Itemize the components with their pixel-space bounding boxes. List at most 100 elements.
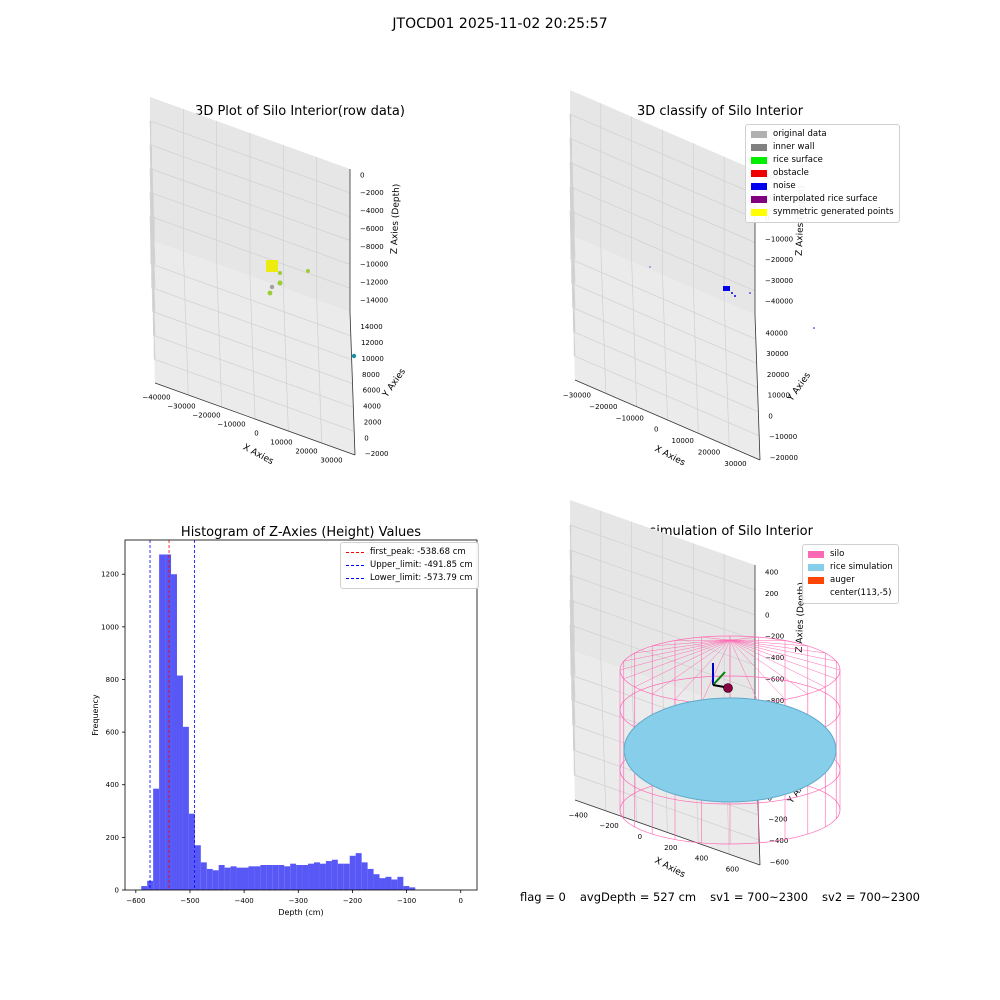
silo-roof-line (652, 639, 731, 695)
histogram-bar (349, 855, 356, 890)
simulation-legend-item: silo (808, 548, 893, 561)
x-tick-label: −400 (569, 811, 588, 819)
classify-legend-item: rice surface (751, 154, 894, 167)
legend-label: auger (830, 575, 855, 585)
histogram-bar (188, 813, 195, 890)
y-tick-label: 10000 (362, 355, 384, 363)
x-tick-label: −40000 (142, 394, 170, 402)
legend-label: rice simulation (830, 562, 893, 572)
grid-line (569, 114, 576, 260)
histogram-bar (343, 863, 350, 890)
x-tick-label: 20000 (295, 448, 317, 456)
y-tick-label: −10000 (769, 433, 797, 441)
histogram-bar (296, 865, 303, 890)
x-tick-label: 400 (695, 855, 708, 863)
z-tick-label: −40000 (765, 298, 793, 306)
noise-point (749, 292, 751, 294)
data-point (278, 271, 282, 275)
silo-roof-line (729, 639, 759, 703)
plot-frame (124, 539, 478, 891)
histogram-legend-item: first_peak: -538.68 cm (346, 546, 473, 559)
rice-surface-cluster (266, 260, 278, 272)
silo-roof-line (729, 636, 759, 641)
silo-roof-line (674, 639, 731, 641)
histogram-axes: −600 −500 −400 −300 −200 −100 0 0 200 400 600 800 10… (91, 539, 478, 917)
y-tick-label: 12000 (361, 339, 383, 347)
y-axis-line (349, 311, 356, 456)
legend-swatch (751, 209, 767, 216)
z-tick-label: −30000 (765, 277, 793, 285)
x-axis-label: Depth (cm) (278, 908, 323, 917)
x-tick-label: −600 (126, 897, 145, 905)
silo-roof-line (652, 639, 731, 647)
legend-swatch (808, 564, 824, 571)
histogram-bar (230, 866, 237, 890)
legend-label: noise (773, 181, 796, 191)
histogram-bar (385, 876, 392, 890)
histogram-bar (373, 874, 380, 890)
silo-roof-line (729, 639, 837, 662)
noise-point (813, 327, 815, 329)
x-tick-label: −30000 (167, 403, 195, 411)
z-tick-label: 400 (765, 568, 778, 576)
histogram-bar (260, 865, 267, 890)
classify-3d-plot: 3D classify of Silo Interior −30000 −2000… (520, 90, 920, 480)
legend-swatch (808, 577, 824, 584)
x-axis-line (574, 379, 761, 461)
histogram-bar (242, 867, 249, 890)
histogram-bar (206, 868, 213, 890)
legend-swatch (751, 131, 767, 138)
x-axis-label: X Axies (653, 444, 687, 469)
simulation-3d-plot: 3D simulation of Silo Interior −400 −200 0… (520, 500, 920, 890)
legend-label: Lower_limit: -573.79 cm (370, 573, 473, 583)
classify-legend: original data inner wall rice surface obsta… (745, 124, 900, 223)
histogram-legend-item: Upper_limit: -491.85 cm (346, 559, 473, 572)
legend-swatch (808, 551, 824, 558)
histogram-bar (153, 788, 160, 890)
grid-line (570, 258, 756, 340)
classify-legend-item: original data (751, 128, 894, 141)
y-tick-label: 1200 (101, 571, 119, 579)
histogram-bar (159, 554, 166, 890)
histogram-bar (308, 863, 314, 890)
silo-roof-line (623, 639, 731, 680)
z-tick-label: −400 (765, 654, 784, 662)
histogram-bar (272, 865, 279, 890)
x-tick-label: 10000 (270, 439, 292, 447)
simulation-3d-axes: −400−2000200400600−600−400−2000200400600… (569, 500, 841, 881)
classify-legend-item: interpolated rice surface (751, 193, 894, 206)
silo-roof-line (729, 639, 826, 654)
x-tick-label: −10000 (616, 414, 644, 422)
x-axis-line (154, 382, 356, 456)
x-tick-label: −10000 (217, 421, 245, 429)
z-tick-label: −8000 (360, 243, 384, 251)
avg-depth-text: avgDepth = 527 cm (579, 890, 697, 904)
histogram-bar (391, 879, 398, 890)
z-tick-label: −12000 (360, 279, 388, 287)
legend-swatch (751, 196, 767, 203)
y-tick-label: 20000 (767, 371, 789, 379)
legend-label: interpolated rice surface (773, 194, 878, 204)
histogram-bar (266, 865, 273, 890)
z-tick-label: −10000 (360, 261, 388, 269)
silo-roof-line (729, 639, 837, 680)
y-axis-label: Frequency (91, 694, 100, 736)
histogram-bar (278, 865, 285, 890)
x-tick-label: −400 (235, 897, 254, 905)
raw-3d-axes: −40000−30000−20000−100000100002000030000… (142, 97, 408, 467)
y-tick-label: 0 (768, 412, 772, 420)
x-tick-label: 0 (254, 430, 258, 438)
data-point (267, 290, 273, 296)
classify-legend-item: noise (751, 180, 894, 193)
histogram-bar (254, 866, 261, 890)
x-tick-label: 200 (664, 844, 677, 852)
legend-label: first_peak: -538.68 cm (370, 547, 466, 557)
histogram-legend: first_peak: -538.68 cm Upper_limit: -491.… (340, 542, 479, 589)
classify-plot-title: 3D classify of Silo Interior (636, 104, 804, 119)
histogram-bar (361, 862, 368, 890)
simulation-legend: silo rice simulation auger center(113,-5) (802, 544, 899, 604)
legend-label: center(113,-5) (830, 588, 892, 598)
x-axis-label: X Axies (653, 856, 687, 881)
silo-roof-line (729, 639, 786, 700)
x-tick-label: 20000 (698, 449, 720, 457)
